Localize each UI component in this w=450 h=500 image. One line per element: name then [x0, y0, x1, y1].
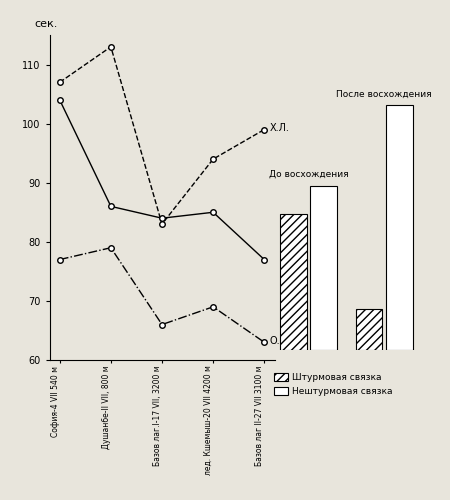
Text: О.Б.: О.Б.	[270, 336, 290, 346]
Legend: Штурмовая связка, Нештурмовая связка: Штурмовая связка, Нештурмовая связка	[271, 370, 396, 400]
Text: Х.Л.: Х.Л.	[270, 124, 289, 134]
Text: До восхождения: До восхождения	[269, 169, 348, 178]
Text: сек.: сек.	[34, 19, 58, 29]
Bar	[280, 214, 306, 350]
Bar	[310, 186, 337, 350]
Bar	[356, 309, 382, 350]
Text: После восхождения: После восхождения	[337, 90, 432, 99]
Bar	[386, 104, 413, 350]
